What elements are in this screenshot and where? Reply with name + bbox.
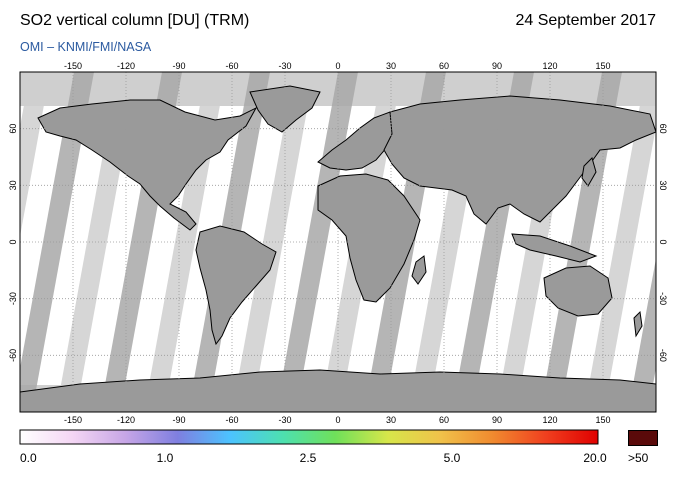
lat-tick-label: 0 — [8, 239, 18, 244]
colorbar-overflow-swatch — [628, 430, 658, 446]
lon-tick-label: 0 — [335, 61, 340, 71]
lon-tick-label: -90 — [172, 61, 185, 71]
lat-tick-label: -30 — [658, 292, 668, 305]
orbit-swath — [672, 72, 676, 412]
lat-tick-label: 60 — [8, 124, 18, 134]
orbit-swath — [0, 72, 6, 412]
lon-tick-label: 150 — [595, 415, 610, 425]
data-source-credit: OMI – KNMI/FMI/NASA — [20, 40, 152, 54]
lon-tick-label: -60 — [225, 415, 238, 425]
colorbar-label-1: 1.0 — [156, 451, 174, 465]
lat-tick-label: -30 — [8, 292, 18, 305]
colorbar-label-0: 0.0 — [20, 451, 37, 465]
colorbar-label-4: 20.0 — [583, 451, 607, 465]
australia — [543, 265, 613, 317]
japan — [581, 157, 597, 187]
lon-tick-label: 150 — [595, 61, 610, 71]
lon-tick-label: -90 — [172, 415, 185, 425]
lon-tick-label: -120 — [117, 415, 135, 425]
africa — [317, 173, 421, 303]
map-frame — [19, 71, 657, 413]
lat-ticks-right: 60 30 0 -30 -60 — [658, 124, 668, 362]
orbit-swath — [20, 72, 94, 412]
colorbar-overflow-label: >50 — [628, 451, 649, 465]
lon-tick-label: 120 — [542, 415, 557, 425]
indonesia — [511, 233, 598, 263]
lat-tick-label: 30 — [658, 180, 668, 190]
lon-tick-label: 30 — [386, 415, 396, 425]
lon-tick-label: -60 — [225, 61, 238, 71]
madagascar — [411, 255, 427, 285]
lon-tick-label: -150 — [64, 61, 82, 71]
lon-tick-label: -150 — [64, 415, 82, 425]
lon-tick-label: 90 — [492, 415, 502, 425]
lon-ticks-bottom: -150 -120 -90 -60 -30 0 30 60 90 120 150 — [64, 415, 611, 425]
lon-tick-label: 120 — [542, 61, 557, 71]
lon-tick-label: 60 — [439, 61, 449, 71]
map-date: 24 September 2017 — [515, 12, 656, 29]
map-title: SO2 vertical column [DU] (TRM) — [20, 12, 250, 29]
lon-tick-label: 60 — [439, 415, 449, 425]
colorbar-label-2: 2.5 — [299, 451, 317, 465]
lon-tick-label: -30 — [278, 415, 291, 425]
lat-tick-label: 30 — [8, 180, 18, 190]
lon-tick-label: -120 — [117, 61, 135, 71]
lat-ticks-left: 60 30 0 -30 -60 — [8, 124, 18, 362]
new-zealand — [633, 310, 643, 338]
lon-ticks-top: -150 -120 -90 -60 -30 0 30 60 90 120 150 — [64, 61, 611, 71]
orbit-swath — [628, 258, 656, 412]
asia — [383, 95, 656, 225]
north-america — [37, 99, 258, 231]
land-layer — [20, 85, 656, 412]
colorbar — [19, 429, 599, 445]
lat-tick-label: -60 — [8, 349, 18, 362]
colorbar-label-3: 5.0 — [443, 451, 461, 465]
lon-tick-label: -30 — [278, 61, 291, 71]
lat-tick-label: 60 — [658, 124, 668, 134]
lon-tick-label: 30 — [386, 61, 396, 71]
graticule — [20, 72, 656, 412]
map-canvas — [0, 72, 676, 412]
orbit-swath — [20, 72, 50, 237]
lon-tick-label: 90 — [492, 61, 502, 71]
lat-tick-label: -60 — [658, 349, 668, 362]
south-america — [195, 225, 277, 346]
lon-tick-label: 0 — [335, 415, 340, 425]
lat-tick-label: 0 — [658, 239, 668, 244]
